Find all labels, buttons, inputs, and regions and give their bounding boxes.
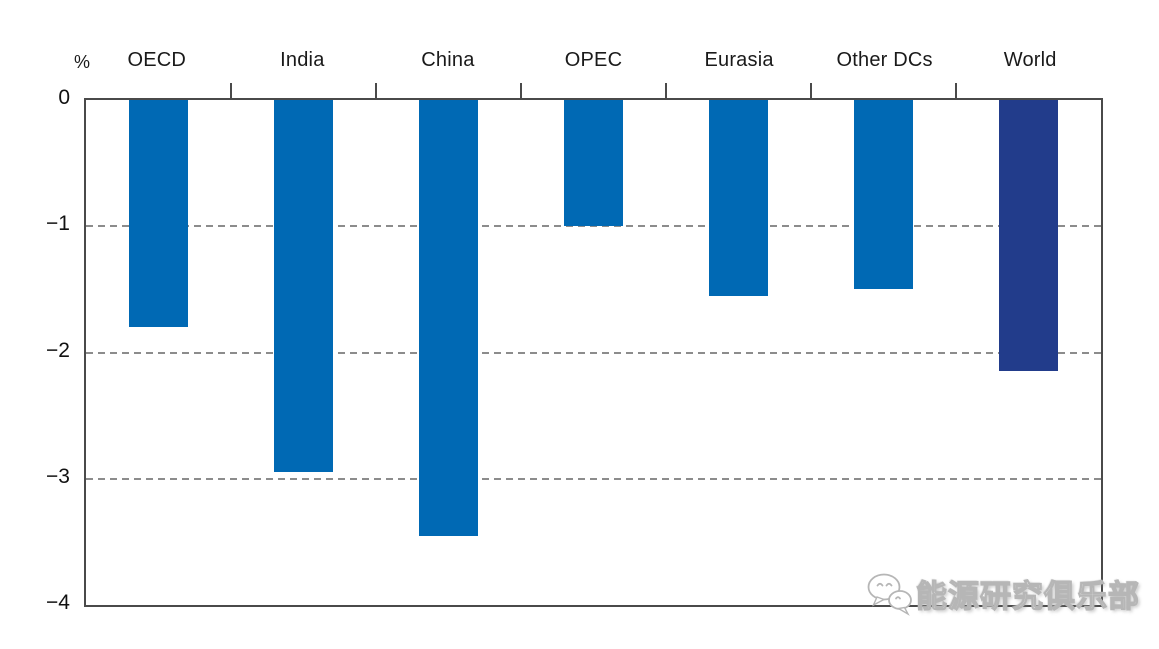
- category-boundary-tick: [955, 83, 957, 98]
- wechat-icon: [866, 572, 914, 621]
- category-boundary-tick: [665, 83, 667, 98]
- category-boundary-tick: [375, 83, 377, 98]
- y-axis-unit-label: %: [73, 52, 90, 72]
- gridline-2: [86, 351, 1101, 354]
- y-tick-label-1: −1: [46, 212, 70, 236]
- bar-china: [419, 100, 478, 536]
- category-label-india: India: [280, 49, 325, 71]
- category-label-world: World: [1003, 49, 1057, 71]
- bar-oecd: [128, 100, 188, 328]
- category-labels-row: OECD India China OPEC Eurasia Other DCs World: [84, 47, 1103, 75]
- bar-world: [999, 100, 1058, 372]
- y-tick-label-4: −4: [46, 591, 70, 614]
- watermark: 能源研究俱乐部: [866, 572, 1140, 621]
- y-tick-label-0: 0: [58, 86, 70, 109]
- y-tick-label-2: −2: [46, 338, 70, 362]
- y-tick-label-3: −3: [46, 464, 70, 488]
- category-boundary-tick: [230, 83, 232, 98]
- bar-opec: [564, 100, 623, 227]
- gridline-1: [86, 225, 1101, 228]
- category-label-opec: OPEC: [564, 49, 623, 71]
- watermark-text: 能源研究俱乐部: [915, 578, 1140, 614]
- category-boundary-tick: [810, 83, 812, 98]
- category-label-other-dcs: Other DCs: [836, 49, 933, 71]
- category-label-eurasia: Eurasia: [704, 49, 774, 71]
- category-label-china: China: [421, 49, 475, 71]
- bar-india: [274, 100, 333, 473]
- bar-eurasia: [709, 100, 768, 296]
- plot-area: [84, 83, 1103, 607]
- category-label-oecd: OECD: [127, 49, 187, 71]
- bar-other-dcs: [854, 100, 913, 290]
- gridline-3: [86, 477, 1101, 480]
- category-boundary-tick: [520, 83, 522, 98]
